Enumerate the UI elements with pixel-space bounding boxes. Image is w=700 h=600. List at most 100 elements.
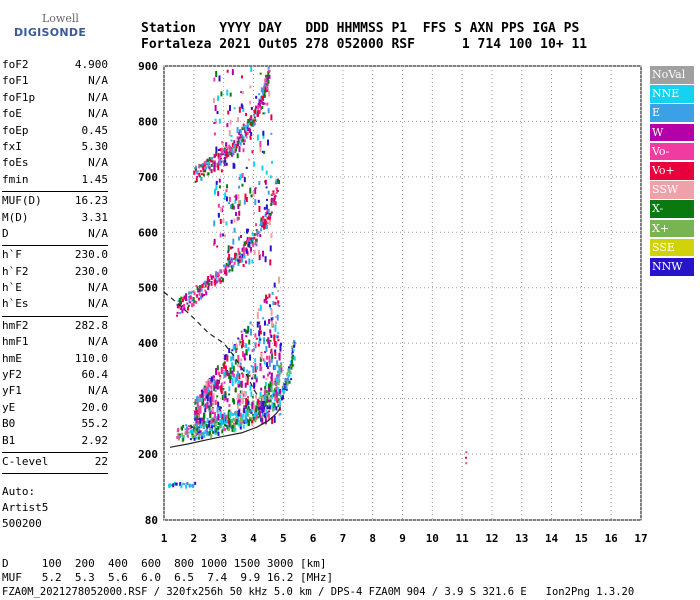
spread-f-point xyxy=(223,412,226,417)
trace-point xyxy=(283,389,286,394)
param-name: B1 xyxy=(2,433,16,447)
trace-point xyxy=(213,167,216,172)
trace-point xyxy=(276,370,279,374)
trace-point xyxy=(191,429,194,434)
spread-f-point xyxy=(272,301,275,306)
trace-point xyxy=(201,284,204,289)
trace-point xyxy=(195,170,198,174)
trace-point xyxy=(261,101,264,105)
trace-point xyxy=(259,395,262,398)
trace-point xyxy=(255,105,258,109)
trace-point xyxy=(291,357,294,360)
spread-f-point xyxy=(232,398,235,403)
spread-f-point xyxy=(266,222,269,225)
spread-f-point xyxy=(205,386,208,394)
trace-point xyxy=(278,370,281,375)
trace-point xyxy=(191,290,194,293)
trace-point xyxy=(232,264,235,268)
trace-point xyxy=(274,195,277,198)
trace-point xyxy=(264,400,267,403)
trace-point xyxy=(205,429,208,433)
trace-point xyxy=(211,424,214,429)
trace-point xyxy=(223,150,226,153)
spread-f-point xyxy=(275,335,278,339)
spread-f-point xyxy=(233,227,236,233)
trace-point xyxy=(224,417,227,422)
trace-point xyxy=(262,217,265,221)
trace-point xyxy=(257,231,260,234)
trace-point xyxy=(207,160,210,163)
spread-f-point xyxy=(258,410,261,418)
trace-point xyxy=(224,414,227,418)
spread-f-point xyxy=(241,372,244,375)
trace-point xyxy=(188,291,191,295)
virtual-height-profile xyxy=(163,291,260,399)
spread-f-point xyxy=(271,160,274,164)
trace-point xyxy=(220,424,223,427)
trace-point xyxy=(230,419,233,424)
trace-point xyxy=(195,294,198,297)
spread-f-point xyxy=(270,114,273,121)
spread-f-point xyxy=(259,304,262,311)
spread-f-point xyxy=(267,108,270,114)
spread-f-point xyxy=(233,373,236,378)
spread-f-point xyxy=(228,393,231,396)
spread-f-point xyxy=(196,402,199,410)
spread-f-point xyxy=(237,216,240,220)
trace-point xyxy=(176,311,179,314)
spread-f-point xyxy=(218,75,221,82)
trace-point xyxy=(205,424,208,428)
spread-f-point xyxy=(213,220,216,227)
trace-point xyxy=(190,296,193,300)
trace-point xyxy=(207,286,210,290)
trace-point xyxy=(290,366,293,370)
trace-point xyxy=(252,413,255,416)
spread-f-point xyxy=(276,360,279,367)
spread-f-point xyxy=(273,364,276,370)
spread-f-point xyxy=(245,349,248,355)
trace-point xyxy=(239,128,242,133)
spread-f-point xyxy=(231,203,234,210)
trace-point xyxy=(233,412,236,416)
spread-f-point xyxy=(261,406,264,414)
spread-f-point xyxy=(237,393,240,399)
trace-point xyxy=(250,411,253,414)
trace-point xyxy=(191,433,194,436)
spread-f-point xyxy=(244,382,247,388)
spread-f-point xyxy=(240,358,243,362)
param-separator xyxy=(2,451,108,453)
spread-f-point xyxy=(194,414,197,418)
trace-point xyxy=(265,74,268,78)
trace-point xyxy=(263,405,266,410)
trace-point xyxy=(181,299,184,303)
trace-point xyxy=(204,289,207,292)
spread-f-point xyxy=(273,282,276,288)
trace-point xyxy=(241,139,244,143)
trace-point xyxy=(255,229,258,232)
spread-f-point xyxy=(264,256,267,263)
trace-point xyxy=(209,427,212,430)
trace-point xyxy=(228,146,231,151)
trace-point xyxy=(187,427,190,430)
spread-f-point xyxy=(217,203,220,208)
trace-point xyxy=(218,419,221,424)
spread-f-point xyxy=(224,354,227,357)
trace-point xyxy=(268,214,271,217)
trace-point xyxy=(236,417,239,421)
trace-point xyxy=(194,180,197,183)
spread-f-point xyxy=(209,380,212,384)
spread-f-point xyxy=(240,91,243,94)
spread-f-point xyxy=(238,106,241,113)
spread-f-point xyxy=(228,202,231,205)
trace-point xyxy=(291,349,294,354)
spread-f-point xyxy=(213,412,216,419)
trace-point xyxy=(191,299,194,302)
trace-point xyxy=(277,404,280,408)
trace-point xyxy=(195,433,198,437)
spread-f-point xyxy=(195,409,198,413)
spread-f-point xyxy=(243,353,246,359)
legend-item-nnw: NNW xyxy=(650,257,694,276)
trace-point xyxy=(246,124,249,127)
spread-f-point xyxy=(265,204,268,210)
trace-point xyxy=(275,406,278,411)
